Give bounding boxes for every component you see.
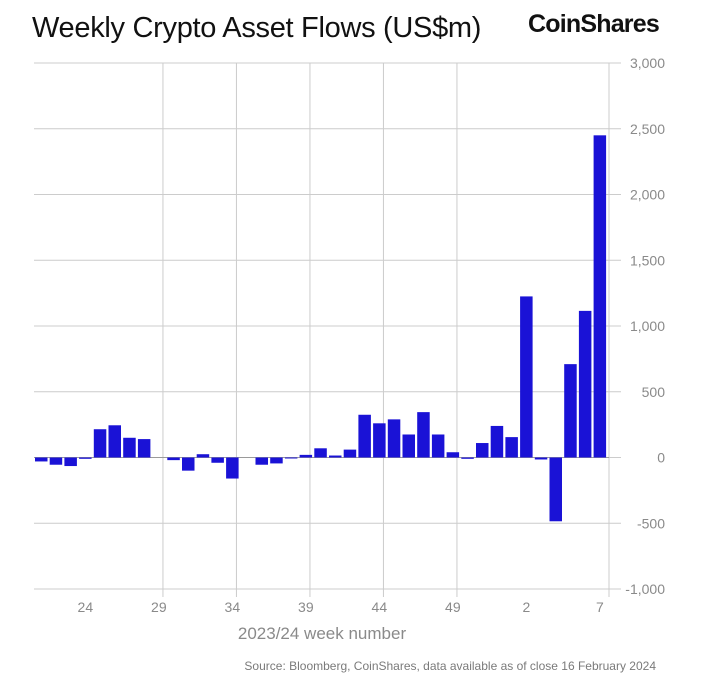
- bar: [284, 457, 298, 459]
- y-tick-label: 2,500: [630, 121, 665, 137]
- bar: [182, 457, 195, 471]
- y-tick-label: 2,000: [630, 187, 665, 203]
- bar: [329, 455, 342, 458]
- y-tick-label: -1,000: [625, 581, 665, 597]
- bar: [314, 448, 327, 458]
- bar: [167, 457, 180, 461]
- x-tick-label: 49: [445, 599, 461, 615]
- bar: [211, 457, 224, 463]
- bar: [93, 429, 107, 458]
- bar: [593, 135, 607, 458]
- bar: [505, 437, 518, 458]
- bar: [299, 454, 313, 458]
- bar: [108, 425, 121, 458]
- y-tick-label: 3,000: [630, 55, 665, 71]
- bar: [343, 449, 357, 458]
- x-tick-label: 39: [298, 599, 314, 615]
- chart-title: Weekly Crypto Asset Flows (US$m): [32, 12, 482, 44]
- y-axis-ticks: 3,000 2,500 2,000 1,500 1,000 500 0 -500 -1,000: [625, 55, 665, 597]
- y-tick-label: 1,000: [630, 318, 665, 334]
- bar: [578, 310, 592, 458]
- coinshares-logo: CoinShares: [528, 10, 660, 39]
- bar: [64, 457, 77, 467]
- bar: [534, 457, 548, 460]
- bar: [402, 434, 415, 458]
- bar: [196, 454, 210, 458]
- bar: [79, 457, 92, 459]
- bar: [549, 457, 562, 522]
- bar: [446, 452, 460, 458]
- logo-text: CoinShares: [528, 10, 660, 38]
- x-tick-label: 34: [225, 599, 241, 615]
- bar: [49, 457, 63, 465]
- bar: [137, 439, 151, 458]
- bar: [226, 457, 239, 479]
- bar: [123, 437, 136, 458]
- bar: [255, 457, 268, 465]
- y-tick-label: 500: [642, 384, 666, 400]
- x-tick-label: 24: [78, 599, 94, 615]
- bars: [35, 135, 607, 522]
- bar: [270, 457, 283, 464]
- y-tick-label: -500: [637, 515, 665, 531]
- y-tick-label: 0: [657, 450, 665, 466]
- x-tick-label: 44: [372, 599, 388, 615]
- x-axis-label: 2023/24 week number: [238, 624, 407, 643]
- bar: [520, 296, 533, 458]
- gridlines: [34, 62, 621, 597]
- source-note: Source: Bloomberg, CoinShares, data avai…: [244, 659, 656, 673]
- y-tick-label: 1,500: [630, 252, 665, 268]
- bar: [35, 457, 48, 462]
- bar: [490, 425, 504, 458]
- bar: [461, 457, 474, 459]
- x-axis-ticks: 24 29 34 39 44 49 2 7: [78, 599, 604, 615]
- x-tick-label: 7: [596, 599, 604, 615]
- bar: [373, 423, 386, 458]
- bar: [564, 364, 577, 458]
- x-tick-label: 2: [522, 599, 530, 615]
- bar: [417, 412, 430, 458]
- x-tick-label: 29: [151, 599, 167, 615]
- bar: [431, 434, 445, 458]
- bar: [387, 419, 401, 458]
- bar: [358, 414, 371, 458]
- bar: [476, 443, 489, 458]
